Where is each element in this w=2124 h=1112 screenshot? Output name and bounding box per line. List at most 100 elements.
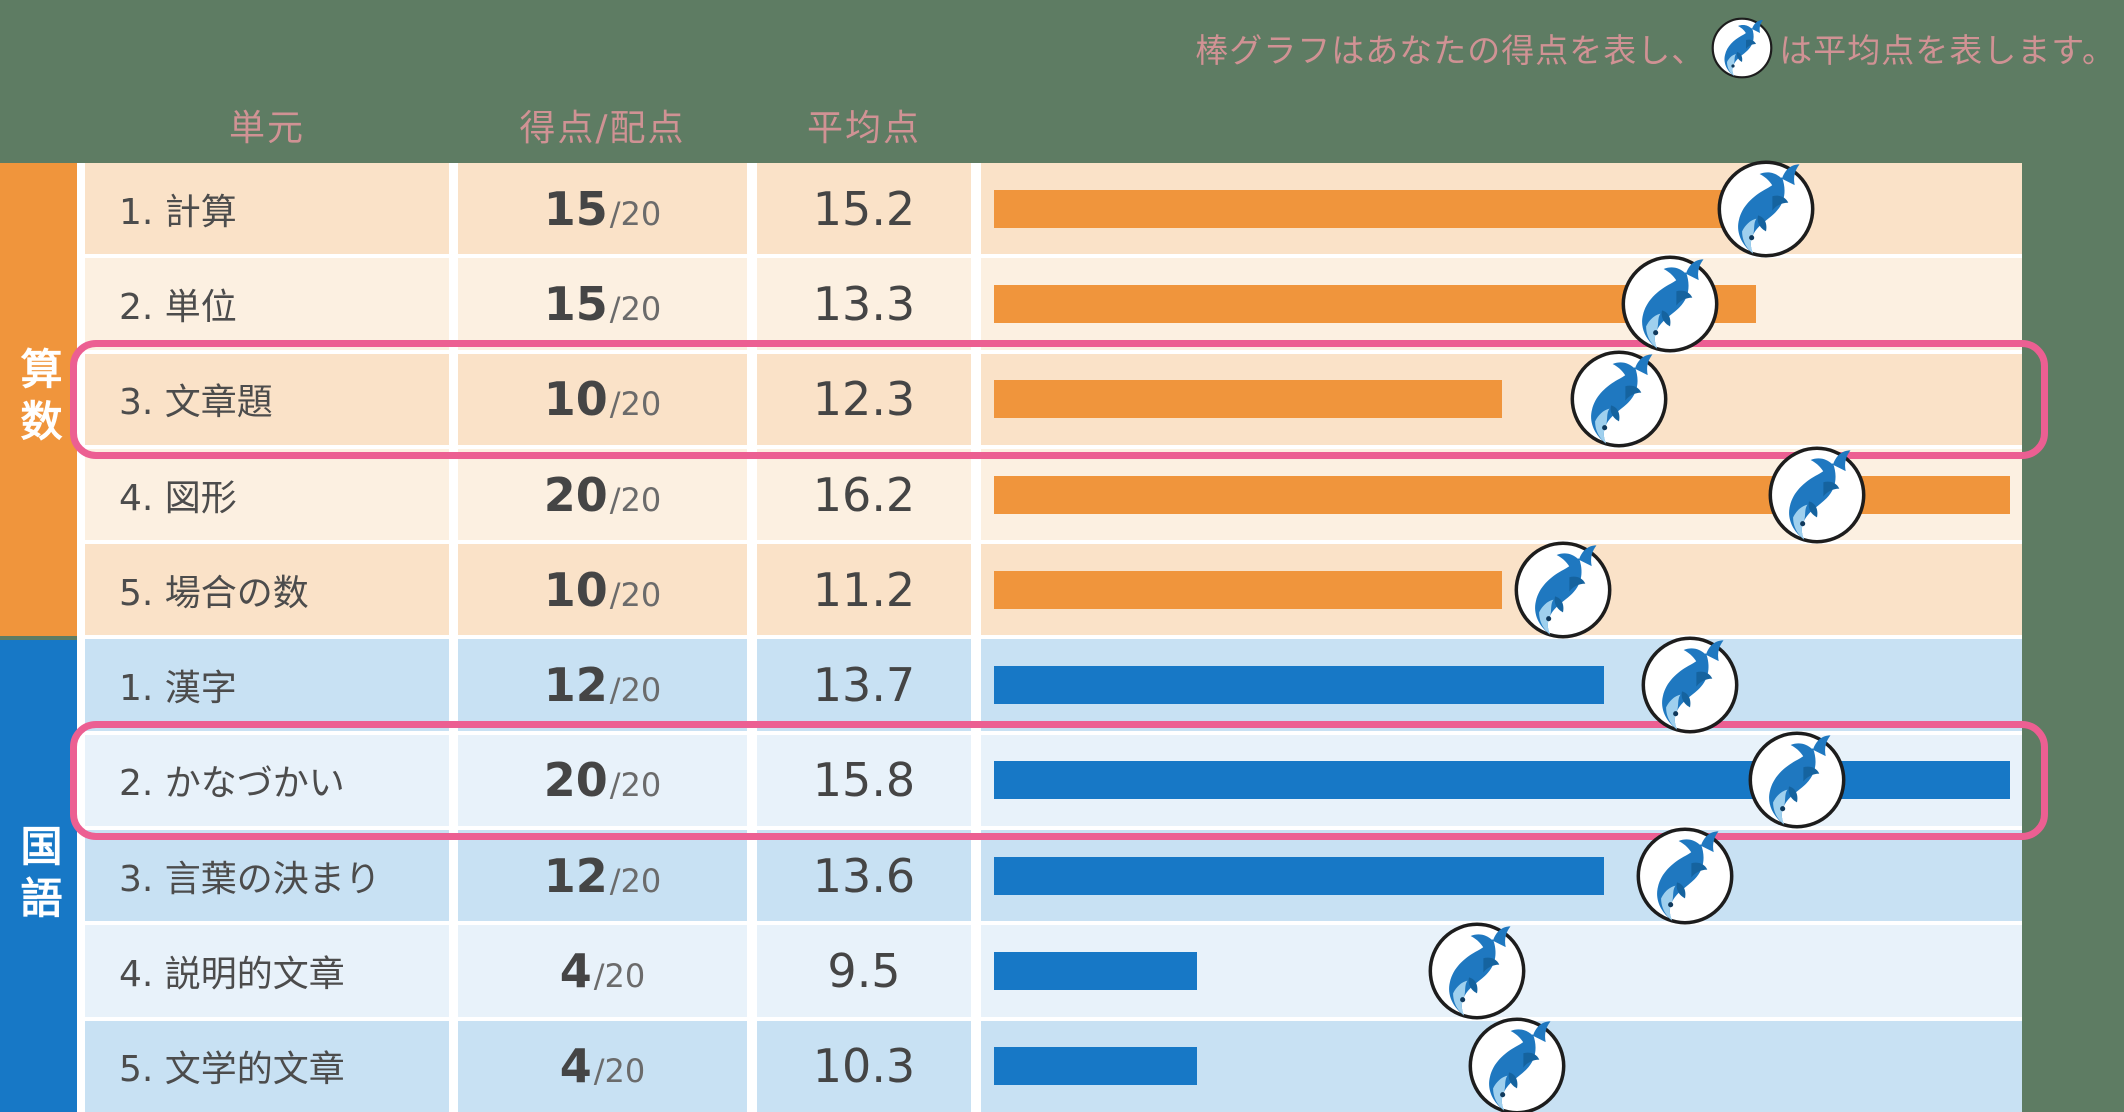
score-value: 15 xyxy=(543,181,608,236)
score-cell: 12/20 xyxy=(458,830,747,922)
unit-cell: 3. 文章題 xyxy=(85,353,449,445)
chart-cell xyxy=(981,1017,2022,1112)
score-bar xyxy=(994,1047,1198,1086)
average-marker xyxy=(1466,1015,1568,1112)
chart-cell xyxy=(981,160,2022,258)
table-row: 1. 漢字 12/20 13.7 xyxy=(77,636,2022,734)
average-value: 15.2 xyxy=(812,181,916,236)
score-bar xyxy=(994,666,1604,705)
average-marker xyxy=(1639,634,1741,736)
score-max: /20 xyxy=(609,861,662,900)
table-header: 単元 得点/配点 平均点 xyxy=(77,96,2022,154)
score-cell: 15/20 xyxy=(458,258,747,350)
dolphin-icon xyxy=(1621,255,1719,353)
dolphin-icon xyxy=(1748,731,1846,829)
unit-cell: 2. 単位 xyxy=(85,258,449,350)
score-cell: 15/20 xyxy=(458,163,747,255)
average-value: 12.3 xyxy=(812,372,916,427)
unit-label: 4. 説明的文章 xyxy=(119,954,345,996)
score-bar xyxy=(994,380,1502,419)
score-value: 12 xyxy=(543,848,608,903)
unit-cell: 4. 図形 xyxy=(85,448,449,541)
table-row: 2. 単位 15/20 13.3 xyxy=(77,255,2022,353)
average-value: 9.5 xyxy=(827,944,901,999)
unit-cell: 2. かなづかい xyxy=(85,734,449,827)
score-value: 20 xyxy=(543,753,608,808)
average-marker xyxy=(1426,920,1528,1022)
average-marker xyxy=(1715,158,1817,260)
average-value: 13.7 xyxy=(812,658,916,713)
score-max: /20 xyxy=(609,671,662,710)
score-value: 10 xyxy=(543,562,608,617)
unit-label: 1. 計算 xyxy=(119,191,237,233)
dolphin-icon xyxy=(1641,636,1739,734)
average-value: 10.3 xyxy=(812,1039,916,1094)
average-marker xyxy=(1512,539,1614,641)
score-cell: 12/20 xyxy=(458,639,747,731)
score-bar xyxy=(994,856,1604,895)
table-row: 5. 文学的文章 4/20 10.3 xyxy=(77,1017,2022,1112)
average-cell: 13.6 xyxy=(757,830,971,922)
score-max: /20 xyxy=(593,957,646,996)
table-row: 2. かなづかい 20/20 15.8 xyxy=(77,731,2022,829)
score-max: /20 xyxy=(593,1052,646,1091)
table-row: 4. 説明的文章 4/20 9.5 xyxy=(77,922,2022,1020)
score-bar xyxy=(994,761,2010,800)
average-cell: 16.2 xyxy=(757,448,971,541)
score-value: 10 xyxy=(543,372,608,427)
score-cell: 20/20 xyxy=(458,734,747,827)
score-max: /20 xyxy=(609,385,662,424)
score-cell: 20/20 xyxy=(458,448,747,541)
dolphin-icon xyxy=(1570,350,1668,448)
section-label-japanese: 国語 xyxy=(14,823,63,928)
average-value: 16.2 xyxy=(812,467,916,522)
score-cell: 10/20 xyxy=(458,353,747,445)
unit-cell: 3. 言葉の決まり xyxy=(85,830,449,922)
score-max: /20 xyxy=(609,575,662,614)
dolphin-icon xyxy=(1768,446,1866,543)
unit-label: 2. かなづかい xyxy=(119,763,345,805)
average-marker xyxy=(1568,348,1670,450)
unit-cell: 5. 場合の数 xyxy=(85,544,449,636)
section-label-math: 算数 xyxy=(14,347,63,452)
unit-label: 5. 文学的文章 xyxy=(119,1049,345,1091)
unit-label: 5. 場合の数 xyxy=(119,572,309,614)
score-bar xyxy=(994,570,1502,609)
score-max: /20 xyxy=(609,480,662,519)
unit-cell: 5. 文学的文章 xyxy=(85,1020,449,1112)
header-score: 得点/配点 xyxy=(519,108,686,149)
dolphin-icon xyxy=(1428,922,1526,1020)
score-value: 4 xyxy=(559,1039,592,1094)
average-value: 11.2 xyxy=(812,562,916,617)
average-value: 13.6 xyxy=(812,848,916,903)
table-row: 1. 計算 15/20 15.2 xyxy=(77,160,2022,258)
chart-cell xyxy=(981,350,2022,448)
dolphin-icon xyxy=(1468,1017,1566,1112)
chart-cell xyxy=(981,541,2022,639)
average-cell: 13.3 xyxy=(757,258,971,350)
score-value: 20 xyxy=(543,467,608,522)
score-cell: 4/20 xyxy=(458,1020,747,1112)
chart-cell xyxy=(981,827,2022,925)
header-unit: 単元 xyxy=(228,108,305,149)
average-cell: 12.3 xyxy=(757,353,971,445)
average-marker xyxy=(1634,825,1736,927)
dolphin-icon xyxy=(1636,827,1734,925)
section-band-japanese: 国語 xyxy=(0,639,77,1112)
unit-cell: 4. 説明的文章 xyxy=(85,925,449,1017)
score-bar xyxy=(994,952,1198,991)
chart-cell xyxy=(981,922,2022,1020)
unit-label: 3. 言葉の決まり xyxy=(119,858,381,900)
score-cell: 4/20 xyxy=(458,925,747,1017)
chart-cell xyxy=(981,636,2022,734)
header-average: 平均点 xyxy=(806,108,921,149)
section-band-math: 算数 xyxy=(0,163,77,636)
unit-cell: 1. 漢字 xyxy=(85,639,449,731)
table-row: 4. 図形 20/20 16.2 xyxy=(77,446,2022,543)
dolphin-icon xyxy=(1514,541,1612,639)
chart-cell xyxy=(981,731,2022,829)
score-bar xyxy=(994,189,1756,228)
average-cell: 15.2 xyxy=(757,163,971,255)
legend-text-after: は平均点を表します。 xyxy=(1779,31,2116,70)
